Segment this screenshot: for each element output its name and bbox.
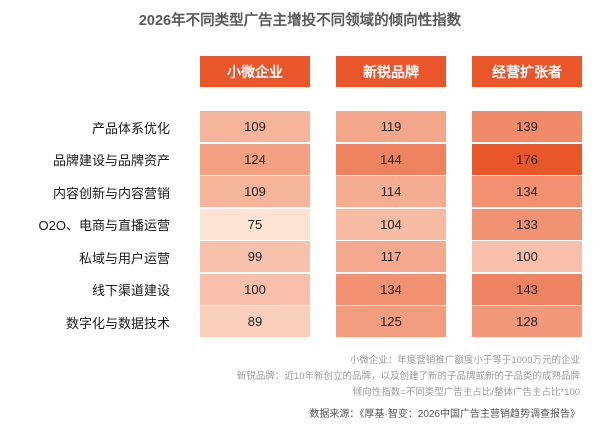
heatmap-cell: 134 — [472, 176, 582, 207]
heatmap-cell: 124 — [200, 143, 310, 175]
row-label: 数字化与数据技术 — [65, 315, 170, 331]
row-label: 线下渠道建设 — [91, 283, 170, 298]
heatmap-cell: 100 — [472, 241, 582, 272]
note-line-1: 小微企业：年度营销推广额度小于等于1000万元的企业 — [349, 355, 580, 366]
heatmap-cell: 109 — [200, 111, 310, 142]
column-header: 新锐品牌 — [336, 56, 446, 87]
heatmap-cell: 139 — [472, 111, 582, 142]
heatmap-cell: 100 — [200, 273, 310, 305]
column-header: 经营扩张者 — [472, 56, 582, 87]
note-line-2: 新锐品牌：近10年新创立的品牌，以及创建了新的子品牌或新的子品类的成熟品牌 — [236, 371, 580, 382]
heatmap-cell: 134 — [336, 273, 446, 305]
chart-title: 2026年不同类型广告主增投不同领域的倾向性指数 — [138, 13, 462, 29]
row-label: 内容创新与内容营销 — [52, 185, 170, 201]
row-label: 品牌建设与品牌资产 — [52, 153, 170, 168]
heatmap-cell: 125 — [336, 306, 446, 337]
heatmap-cell: 119 — [336, 111, 446, 142]
column-header: 小微企业 — [200, 56, 310, 87]
heatmap-cell: 75 — [200, 208, 310, 240]
heatmap-cell: 104 — [336, 208, 446, 240]
note-line-3: 倾向性指数=不同类型广告主占比/整体广告主占比*100 — [352, 387, 580, 398]
data-source: 数据来源：《厚基·智变：2026中国广告主营销趋势调查报告》 — [309, 409, 580, 420]
row-label: O2O、电商与直播运营 — [38, 218, 170, 233]
heatmap-cell: 143 — [472, 273, 582, 305]
heatmap-cell: 109 — [200, 176, 310, 207]
heatmap-cell: 114 — [336, 176, 446, 207]
row-label: 私域与用户运营 — [78, 250, 170, 266]
row-label: 产品体系优化 — [91, 120, 170, 136]
heatmap-cell: 117 — [336, 241, 446, 272]
heatmap-cell: 144 — [336, 143, 446, 175]
heatmap-cell: 128 — [472, 306, 582, 337]
heatmap-cell: 89 — [200, 306, 310, 337]
heatmap-cell: 99 — [200, 241, 310, 272]
heatmap-cell: 176 — [472, 143, 582, 175]
heatmap-cell: 133 — [472, 208, 582, 240]
